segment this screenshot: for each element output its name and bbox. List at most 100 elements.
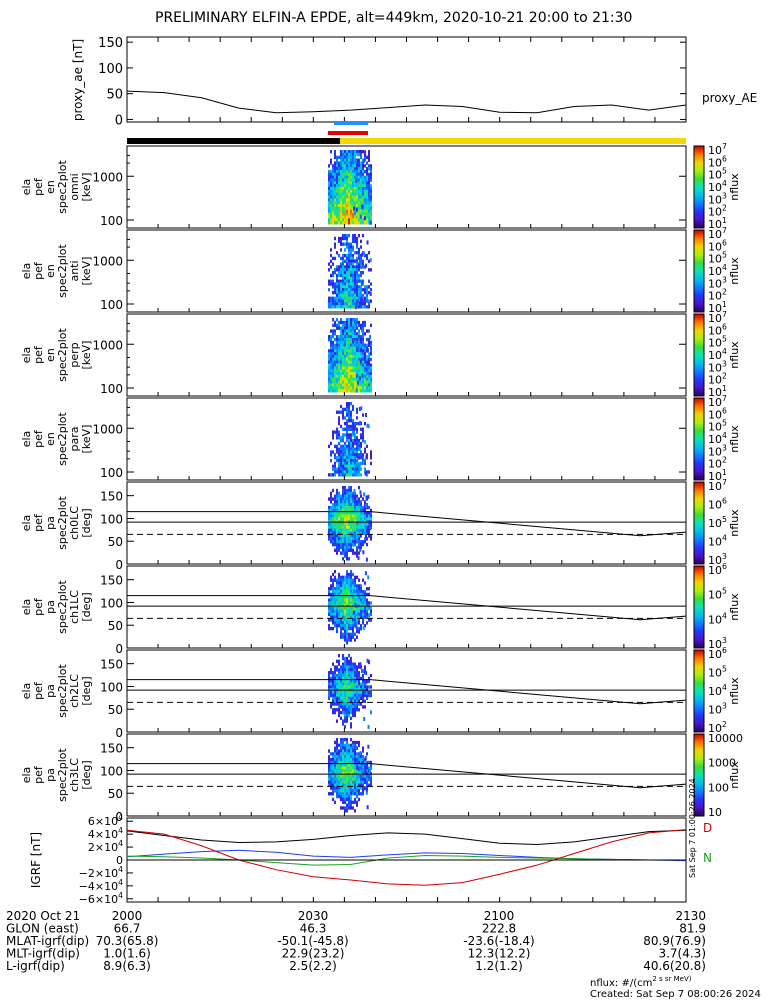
heatmap-cell: [334, 343, 336, 347]
heatmap-cell: [342, 282, 344, 286]
heatmap-cell: [336, 514, 338, 518]
heatmap-cell: [368, 676, 370, 681]
heatmap-cell: [362, 676, 364, 681]
heatmap-cell: [358, 615, 360, 619]
heatmap-cell: [366, 299, 368, 303]
heatmap-cell: [344, 743, 346, 748]
heatmap-cell: [358, 662, 361, 667]
heatmap-cell: [361, 460, 364, 465]
heatmap-cell: [330, 192, 332, 197]
heatmap-cell: [346, 673, 348, 678]
heatmap-cell: [370, 514, 372, 518]
heatmap-cell: [354, 456, 356, 460]
heatmap-cell: [352, 360, 354, 365]
heatmap-cell: [368, 189, 370, 194]
heatmap-cell: [358, 503, 360, 507]
heatmap-cell: [354, 329, 356, 333]
heatmap-cell: [368, 299, 370, 303]
heatmap-cell: [360, 592, 362, 597]
ylabel-word: pef: [32, 429, 45, 448]
heatmap-cell: [360, 595, 362, 599]
heatmap-cell: [346, 595, 348, 599]
heatmap-cell: [330, 282, 332, 286]
heatmap-cell: [330, 184, 332, 188]
heatmap-cell: [356, 494, 358, 498]
heatmap-cell: [354, 589, 356, 594]
heatmap-cell: [346, 738, 348, 742]
heatmap-cell: [368, 198, 370, 202]
heatmap-cell: [336, 305, 338, 309]
heatmap-cell: [358, 383, 360, 387]
heatmap-cell: [362, 161, 364, 165]
heatmap-cell: [344, 271, 346, 275]
heatmap-cell: [356, 262, 358, 266]
heatmap-cell: [360, 296, 362, 300]
heatmap-cell: [344, 288, 346, 292]
heatmap-cell: [342, 755, 344, 759]
heatmap-cell: [366, 615, 368, 619]
heatmap-cell: [332, 329, 334, 333]
heatmap-cell: [332, 662, 334, 666]
heatmap-cell: [344, 206, 346, 211]
heatmap-cell: [358, 740, 360, 745]
heatmap-cell: [344, 615, 346, 619]
heatmap-cell: [342, 337, 344, 342]
heatmap-cell: [356, 276, 358, 281]
heatmap-cell: [330, 615, 332, 619]
heatmap-cell: [340, 514, 342, 518]
heatmap-cell: [340, 201, 342, 205]
heatmap-cell: [328, 212, 330, 216]
heatmap-cell: [350, 450, 352, 454]
heatmap-cell: [358, 609, 360, 614]
heatmap-cell: [332, 366, 334, 370]
heatmap-cell: [330, 380, 332, 384]
heatmap-cell: [364, 195, 366, 199]
heatmap-cell: [348, 360, 350, 365]
heatmap-cell: [350, 320, 352, 325]
heatmap-cell: [346, 343, 348, 347]
heatmap-cell: [356, 377, 358, 382]
heatmap-cell: [344, 668, 346, 672]
heatmap-cell: [330, 386, 332, 390]
heatmap-cell: [350, 540, 352, 544]
heatmap-cell: [364, 439, 367, 444]
heatmap-cell: [328, 389, 330, 393]
heatmap-cell: [364, 178, 367, 183]
heatmap-cell: [362, 792, 364, 796]
heatmap-cell: [352, 548, 354, 552]
heatmap-cell: [354, 318, 356, 322]
igrf-ytick-label: −2×104: [79, 865, 123, 880]
heatmap-cell: [350, 696, 352, 701]
heatmap-cell: [346, 236, 348, 241]
heatmap-cell: [340, 439, 342, 443]
heatmap-cell: [340, 766, 342, 770]
heatmap-cell: [366, 587, 368, 591]
heatmap-cell: [362, 360, 364, 365]
heatmap-cell: [354, 195, 356, 199]
heatmap-cell: [340, 386, 342, 390]
heatmap-cell: [348, 572, 350, 577]
heatmap-cell: [334, 271, 336, 275]
heatmap-cell: [350, 671, 352, 675]
heatmap-cell: [342, 763, 344, 767]
heatmap-cell: [338, 357, 340, 362]
heatmap-cell: [348, 792, 350, 796]
heatmap-cell: [356, 430, 358, 434]
heatmap-cell: [350, 794, 352, 799]
heatmap-cell: [348, 349, 350, 353]
heatmap-cell: [350, 511, 352, 515]
heatmap-cell: [342, 178, 344, 182]
heatmap-cell: [340, 595, 342, 599]
heatmap-cell: [342, 592, 344, 597]
heatmap-cell: [364, 514, 366, 518]
heatmap-cell: [360, 377, 362, 382]
heatmap-cell: [348, 383, 350, 387]
heatmap-cell: [354, 282, 356, 286]
heatmap-cell: [356, 461, 358, 466]
ylabel-word: spec2plot: [56, 748, 69, 802]
heatmap-cell: [330, 215, 332, 219]
heatmap-cell: [356, 598, 358, 602]
heatmap-cell: [360, 769, 362, 773]
heatmap-cell: [332, 181, 334, 185]
heatmap-cell: [358, 528, 360, 533]
